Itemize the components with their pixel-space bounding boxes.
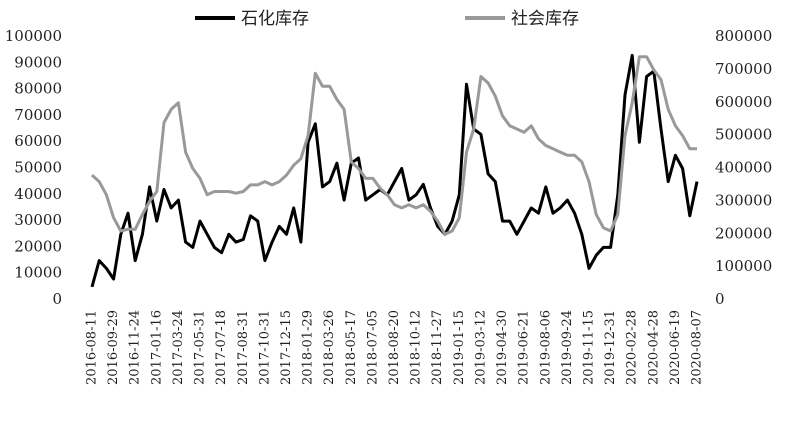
- y-tick-label: 90000: [14, 53, 62, 71]
- x-tick-label: 2018-03-26: [322, 310, 337, 385]
- y2-tick-label: 700000: [715, 60, 772, 78]
- y2-tick-label: 300000: [715, 191, 772, 209]
- x-tick-label: 2018-10-12: [409, 310, 424, 385]
- x-tick-label: 2017-05-31: [193, 310, 208, 385]
- x-tick-label: 2016-09-29: [106, 310, 121, 385]
- y2-tick-label: 500000: [715, 126, 772, 144]
- y2-tick-label: 400000: [715, 159, 772, 177]
- x-tick-label: 2019-01-15: [452, 310, 467, 385]
- x-tick-label: 2017-08-31: [236, 310, 251, 385]
- x-tick-label: 2017-07-18: [214, 310, 229, 385]
- x-tick-label: 2020-06-19: [668, 310, 683, 385]
- x-tick-label: 2020-04-28: [646, 310, 661, 385]
- x-tick-label: 2020-08-07: [690, 310, 705, 385]
- y-tick-label: 40000: [14, 185, 62, 203]
- x-tick-label: 2017-01-16: [149, 310, 164, 385]
- x-tick-label: 2018-05-17: [344, 310, 359, 385]
- x-tick-label: 2016-08-11: [85, 310, 100, 385]
- legend-label: 石化库存: [241, 9, 309, 29]
- x-tick-label: 2018-07-05: [365, 310, 380, 385]
- x-tick-label: 2019-11-15: [581, 310, 596, 385]
- y2-tick-label: 200000: [715, 224, 772, 242]
- x-tick-label: 2017-12-15: [279, 310, 294, 385]
- x-tick-label: 2018-01-29: [301, 310, 316, 385]
- y2-tick-label: 100000: [715, 257, 772, 275]
- series-line: [90, 55, 697, 236]
- x-tick-label: 2019-12-31: [603, 310, 618, 385]
- y2-tick-label: 800000: [715, 27, 772, 45]
- x-tick-label: 2019-08-06: [538, 310, 553, 385]
- x-tick-label: 2020-02-28: [625, 310, 640, 385]
- series-line: [90, 53, 699, 288]
- y-tick-label: 20000: [14, 237, 62, 255]
- y-tick-label: 60000: [14, 132, 62, 150]
- x-tick-label: 2017-10-31: [257, 310, 272, 385]
- y2-tick-label: 600000: [715, 93, 772, 111]
- legend-label: 社会库存: [511, 9, 579, 29]
- x-tick-label: 2019-04-30: [495, 310, 510, 385]
- x-tick-label: 2018-11-27: [430, 310, 445, 385]
- y-tick-label: 70000: [14, 106, 62, 124]
- y-tick-label: 0: [52, 290, 62, 308]
- x-tick-label: 2019-09-24: [560, 310, 575, 385]
- y-tick-label: 50000: [14, 159, 62, 177]
- x-tick-label: 2016-11-24: [128, 310, 143, 385]
- x-tick-label: 2017-03-24: [171, 310, 186, 385]
- x-tick-label: 2019-03-12: [473, 310, 488, 385]
- y-tick-label: 80000: [14, 80, 62, 98]
- y-tick-label: 30000: [14, 211, 62, 229]
- y-tick-label: 10000: [14, 264, 62, 282]
- x-tick-label: 2018-08-20: [387, 310, 402, 385]
- y2-tick-label: 0: [715, 290, 725, 308]
- x-tick-label: 2019-06-21: [517, 310, 532, 385]
- y-tick-label: 100000: [5, 27, 62, 45]
